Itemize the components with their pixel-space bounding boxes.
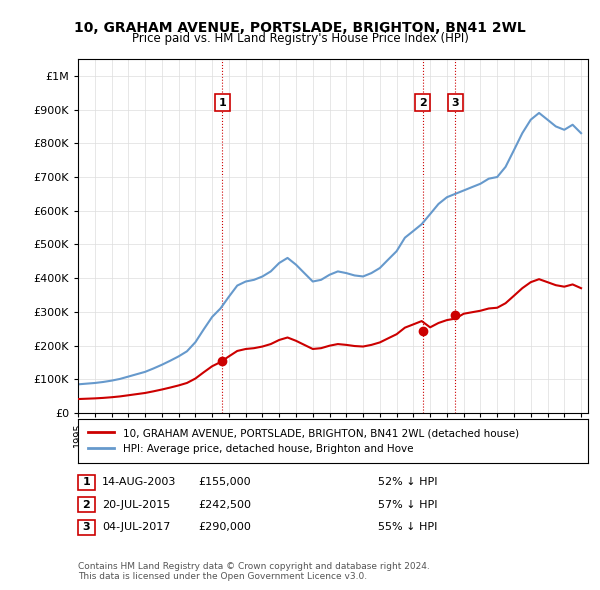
Text: 1: 1 xyxy=(218,98,226,108)
Text: Contains HM Land Registry data © Crown copyright and database right 2024.
This d: Contains HM Land Registry data © Crown c… xyxy=(78,562,430,581)
Text: 2: 2 xyxy=(419,98,427,108)
Text: Price paid vs. HM Land Registry's House Price Index (HPI): Price paid vs. HM Land Registry's House … xyxy=(131,32,469,45)
Text: 10, GRAHAM AVENUE, PORTSLADE, BRIGHTON, BN41 2WL: 10, GRAHAM AVENUE, PORTSLADE, BRIGHTON, … xyxy=(74,21,526,35)
Text: 1: 1 xyxy=(83,477,90,487)
Text: 20-JUL-2015: 20-JUL-2015 xyxy=(102,500,170,510)
Text: £155,000: £155,000 xyxy=(198,477,251,487)
Text: 52% ↓ HPI: 52% ↓ HPI xyxy=(378,477,437,487)
Text: 04-JUL-2017: 04-JUL-2017 xyxy=(102,522,170,532)
Text: 57% ↓ HPI: 57% ↓ HPI xyxy=(378,500,437,510)
Text: £242,500: £242,500 xyxy=(198,500,251,510)
Text: 3: 3 xyxy=(83,522,90,532)
Text: 2: 2 xyxy=(83,500,90,510)
Text: 14-AUG-2003: 14-AUG-2003 xyxy=(102,477,176,487)
Legend: 10, GRAHAM AVENUE, PORTSLADE, BRIGHTON, BN41 2WL (detached house), HPI: Average : 10, GRAHAM AVENUE, PORTSLADE, BRIGHTON, … xyxy=(83,423,524,459)
Text: 3: 3 xyxy=(452,98,459,108)
Text: 55% ↓ HPI: 55% ↓ HPI xyxy=(378,522,437,532)
Text: £290,000: £290,000 xyxy=(198,522,251,532)
